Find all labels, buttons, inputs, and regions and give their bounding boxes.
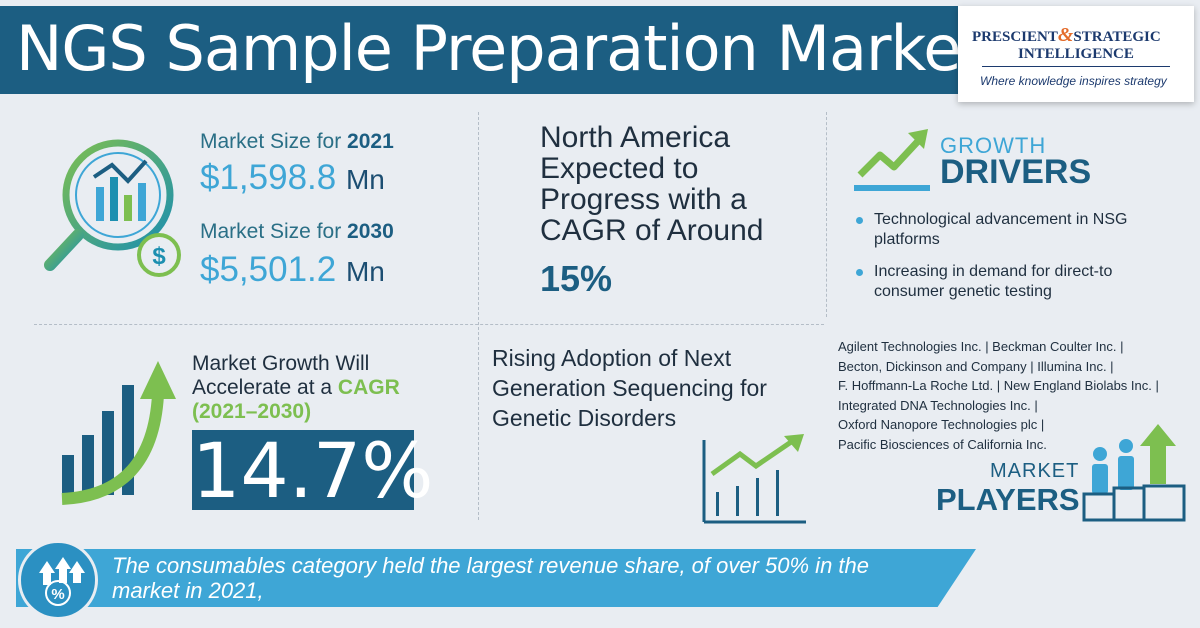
- dollar-coin-icon: $: [137, 233, 181, 277]
- logo-word-intelligence: INTELLIGENCE: [1018, 46, 1134, 62]
- cagr-text: Market Growth Will Accelerate at a CAGR …: [192, 352, 400, 423]
- players-podium-icon: [1082, 424, 1186, 522]
- market-size-2030-label: Market Size for 2030: [200, 220, 394, 243]
- bar-growth-arrow-icon: [61, 361, 176, 505]
- company-logo: PRESCIENT&STRATEGIC INTELLIGENCE Where k…: [958, 6, 1194, 102]
- svg-text:$: $: [152, 243, 166, 270]
- player-line: Pacific Biosciences of California Inc.: [838, 436, 1047, 452]
- market-size-2021-label: Market Size for 2021: [200, 130, 394, 153]
- page-title: NGS Sample Preparation Market: [16, 12, 985, 85]
- magnifier-chart-icon: [44, 139, 174, 271]
- growth-driver-item: Increasing in demand for direct-to consu…: [856, 262, 1186, 302]
- growth-drivers-heading-small: GROWTH: [940, 133, 1047, 158]
- north-america-cagr-value: 15%: [540, 258, 613, 299]
- rising-adoption-text: Rising Adoption of Next Generation Seque…: [492, 345, 767, 431]
- percent-arrows-icon: %: [18, 540, 98, 620]
- player-line: Agilent Technologies Inc. | Beckman Coul…: [838, 339, 1124, 354]
- north-america-text: North America Expected to Progress with …: [540, 121, 764, 247]
- line-chart-icon: [702, 434, 806, 524]
- divider-vertical-1: [478, 112, 479, 520]
- market-players-heading-big: PLAYERS: [936, 482, 1080, 517]
- logo-ampersand: &: [1057, 24, 1074, 46]
- cagr-value-box: 14.7%: [192, 426, 433, 515]
- logo-tagline: Where knowledge inspires strategy: [980, 74, 1167, 88]
- growth-drivers-heading-big: DRIVERS: [940, 153, 1092, 191]
- divider-vertical-2: [826, 112, 827, 317]
- logo-rule: [982, 66, 1170, 67]
- growth-drivers-list: Technological advancement in NSG platfor…: [856, 210, 1186, 314]
- logo-word-prescient: PRESCIENT: [972, 29, 1058, 45]
- trend-arrow-icon: [854, 129, 930, 191]
- title-bar: NGS Sample Preparation Market: [0, 6, 1000, 94]
- cagr-value: 14.7%: [192, 426, 434, 515]
- divider-horizontal: [34, 324, 824, 325]
- market-players-list: Agilent Technologies Inc. | Beckman Coul…: [838, 337, 1196, 454]
- growth-driver-item: Technological advancement in NSG platfor…: [856, 210, 1186, 250]
- bottom-banner: [16, 549, 976, 607]
- banner-text: The consumables category held the larges…: [112, 553, 870, 603]
- player-line: Integrated DNA Technologies Inc. |: [838, 397, 1038, 413]
- svg-text:%: %: [51, 586, 64, 603]
- logo-word-strategic: STRATEGIC: [1073, 29, 1161, 45]
- player-line: Becton, Dickinson and Company | Illumina…: [838, 358, 1114, 374]
- market-size-2021-value: $1,598.8 Mn: [200, 158, 385, 197]
- market-players-heading-small: MARKET: [990, 460, 1080, 482]
- player-line: F. Hoffmann-La Roche Ltd. | New England …: [838, 378, 1159, 393]
- market-size-2030-value: $5,501.2 Mn: [200, 250, 385, 289]
- player-line: Oxford Nanopore Technologies plc |: [838, 417, 1045, 432]
